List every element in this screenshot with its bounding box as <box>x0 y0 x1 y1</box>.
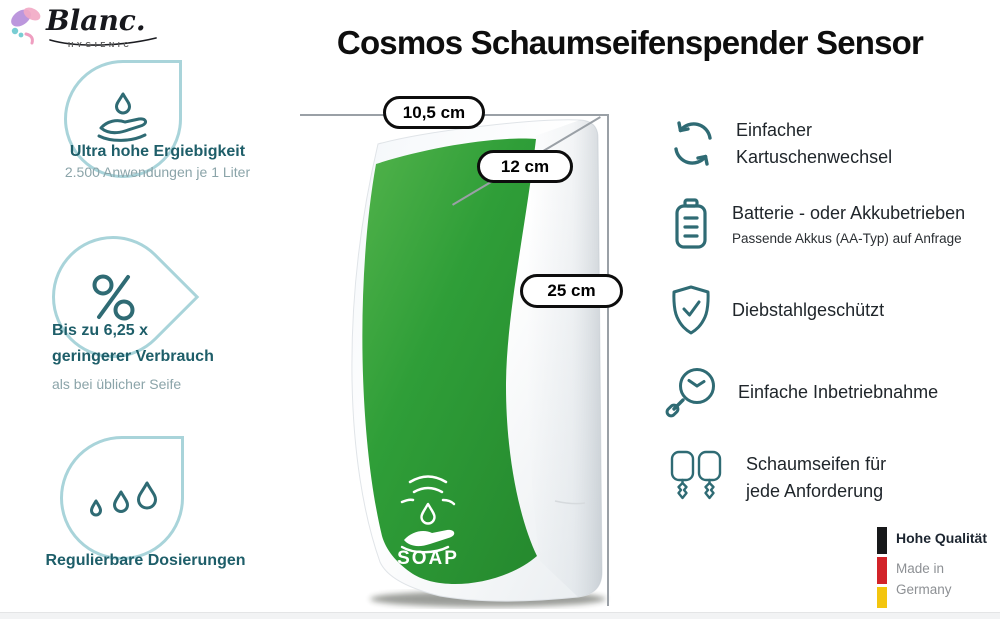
feature-ergiebigkeit-title: Ultra hohe Ergiebigkeit <box>69 143 246 160</box>
cartridge-change-icon <box>668 119 718 169</box>
feature-kartuschenwechsel-text: Einfacher Kartuschenwechsel <box>736 117 892 171</box>
flag-gold-bar <box>877 587 887 608</box>
feature-batterie-line1: Batterie - oder Akkubetrieben <box>732 203 966 223</box>
quality-germany: Germany <box>896 582 952 597</box>
feature-batterie: Batterie - oder Akkubetrieben Passende A… <box>668 196 965 252</box>
width-dimension-label: 10,5 cm <box>402 102 466 122</box>
depth-dimension-label: 12 cm <box>500 156 550 176</box>
flag-black-bar <box>877 527 887 554</box>
height-dimension-label: 25 cm <box>547 281 596 300</box>
feature-diebstahl: Diebstahlgeschützt <box>668 284 884 336</box>
percent-badge <box>26 210 200 384</box>
drops-icon <box>83 471 161 525</box>
brand-tagline: HYGIENIC <box>68 40 133 49</box>
soap-dispenser-image: SOAP <box>351 119 606 607</box>
height-dimension-pill: 25 cm <box>520 274 623 308</box>
soap-label: SOAP <box>397 548 459 569</box>
brand-swash <box>49 37 157 46</box>
shield-check-icon <box>668 284 714 336</box>
height-measure-line <box>607 114 609 606</box>
hand-drop-icon <box>86 90 160 148</box>
flag-red-bar <box>877 557 887 584</box>
drops-badge <box>60 436 184 560</box>
feature-inbetriebnahme-line1: Einfache Inbetriebnahme <box>738 381 939 402</box>
bottom-strip <box>0 612 1000 619</box>
soap-hand-cuff <box>400 545 450 554</box>
hand-drop-badge <box>64 60 182 178</box>
feature-verbrauch-title-line2: geringerer Verbrauch <box>52 348 214 365</box>
feature-verbrauch: Bis zu 6,25 x geringerer Verbrauch als b… <box>52 318 214 395</box>
feature-diebstahl-line1: Diebstahlgeschützt <box>732 299 885 320</box>
quality-made-in: Made in <box>896 561 945 576</box>
depth-dimension-pill: 12 cm <box>477 150 573 183</box>
dispenser-green-panel <box>362 138 537 584</box>
width-dimension-pill: 10,5 cm <box>383 96 485 129</box>
brand-logo: Blanc. HYGIENIC <box>6 4 176 54</box>
sensor-waves-icon <box>400 475 456 506</box>
feature-ergiebigkeit-subtitle: 2.500 Anwendungen je 1 Liter <box>64 164 251 180</box>
feature-batterie-subtitle: Passende Akkus (AA-Typ) auf Anfrage <box>732 231 962 246</box>
soap-hand-icon <box>404 529 455 547</box>
feature-schaumseifen: Schaumseifen für jede Anforderung <box>668 448 886 508</box>
soap-cartridges-icon <box>668 448 728 508</box>
quality-title: Hohe Qualität <box>896 530 988 546</box>
feature-schaumseifen-line2: jede Anforderung <box>746 481 884 501</box>
feature-inbetriebnahme: Einfache Inbetriebnahme <box>664 364 938 420</box>
brand-name: Blanc. <box>46 4 146 37</box>
feature-kartuschenwechsel-line1: Einfacher <box>736 120 813 140</box>
butterfly-icon <box>11 7 41 45</box>
percent-icon <box>80 264 146 330</box>
setup-clock-icon <box>664 364 720 420</box>
feature-schaumseifen-line1: Schaumseifen für <box>746 454 887 474</box>
feature-batterie-text: Batterie - oder Akkubetrieben Passende A… <box>732 200 965 248</box>
feature-verbrauch-title-line1: Bis zu 6,25 x <box>52 322 149 339</box>
soap-drop-icon <box>420 502 436 525</box>
battery-icon <box>668 196 714 252</box>
page-title: Cosmos Schaumseifenspender Sensor <box>336 24 924 61</box>
dispenser-side-shade <box>527 120 602 597</box>
feature-kartuschenwechsel-line2: Kartuschenwechsel <box>736 147 893 167</box>
feature-kartuschenwechsel: Einfacher Kartuschenwechsel <box>668 117 892 171</box>
cartridge-door-seam <box>554 500 586 505</box>
feature-dosierung-title: Regulierbare Dosierungen <box>45 552 246 569</box>
feature-verbrauch-subtitle: als bei üblicher Seife <box>52 376 182 392</box>
soap-logo: SOAP <box>397 475 459 569</box>
feature-schaumseifen-text: Schaumseifen für jede Anforderung <box>746 451 886 505</box>
